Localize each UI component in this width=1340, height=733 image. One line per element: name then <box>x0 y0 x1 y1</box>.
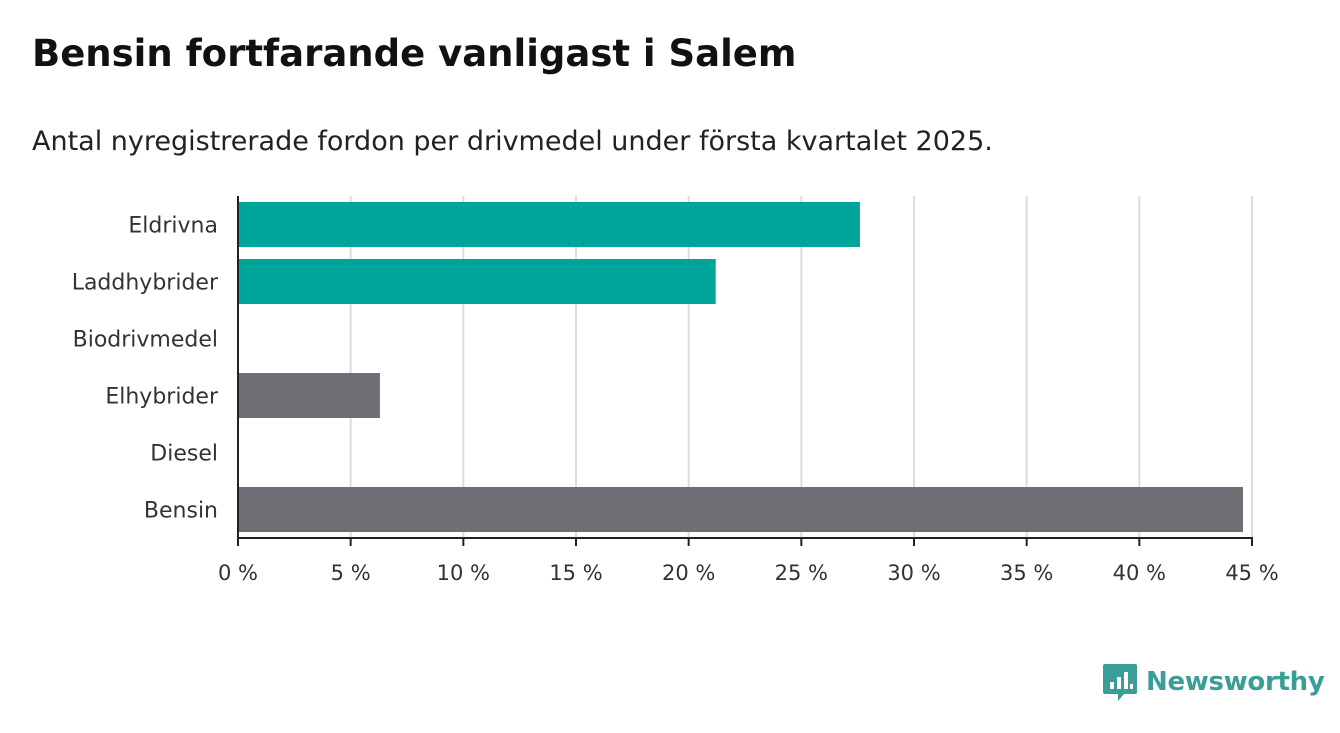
bar-bensin <box>238 487 1243 532</box>
brand-name: Newsworthy <box>1146 667 1325 697</box>
grid-lines <box>349 196 1253 538</box>
category-label: Elhybrider <box>105 385 219 410</box>
chart-title: Bensin fortfarande vanligast i Salem <box>32 32 797 75</box>
x-tick-label: 25 % <box>775 561 828 585</box>
newsworthy-logo-icon <box>1103 664 1137 701</box>
x-axis: 0 % 5 % 10 % 15 % 20 % 25 % 30 % 35 % 40 % 45 % <box>218 196 1279 585</box>
category-label: Laddhybrider <box>72 271 219 296</box>
category-label: Eldrivna <box>128 214 218 239</box>
bar-elhybrider <box>238 373 380 418</box>
x-tick-label: 35 % <box>1000 561 1053 585</box>
bars <box>238 202 1243 532</box>
category-labels: Eldrivna Laddhybrider Biodrivmedel Elhybrid… <box>72 214 219 524</box>
chart-subtitle: Antal nyregistrerade fordon per drivmede… <box>32 126 993 157</box>
category-label: Biodrivmedel <box>73 328 218 353</box>
x-tick-label: 30 % <box>887 561 940 585</box>
category-label: Bensin <box>144 499 218 524</box>
x-tick-label: 0 % <box>218 561 258 585</box>
x-tick-label: 40 % <box>1113 561 1166 585</box>
bar-laddhybrider <box>238 259 716 304</box>
x-tick-label: 20 % <box>662 561 715 585</box>
category-label: Diesel <box>150 442 218 467</box>
bar-eldrivna <box>238 202 860 247</box>
brand-logo: Newsworthy <box>1102 662 1325 702</box>
x-tick-label: 10 % <box>437 561 490 585</box>
x-tick-label: 5 % <box>331 561 371 585</box>
x-tick-label: 45 % <box>1225 561 1278 585</box>
x-tick-label: 15 % <box>549 561 602 585</box>
